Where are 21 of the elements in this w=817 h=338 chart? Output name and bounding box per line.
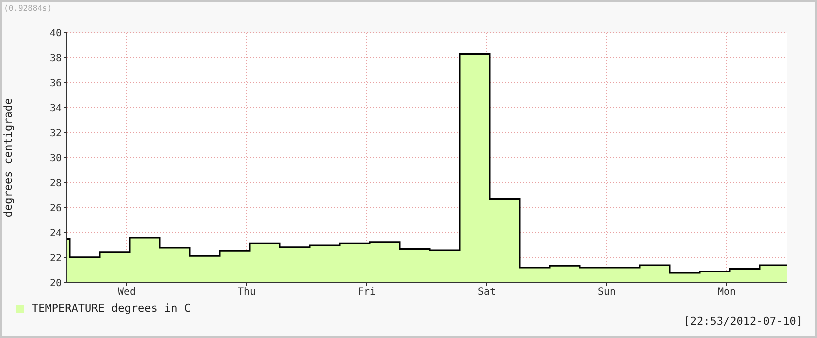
y-tick-label: 36 — [50, 78, 62, 90]
x-tick-label: Mon — [718, 287, 736, 298]
y-tick-label: 32 — [50, 128, 62, 140]
y-tick-label: 20 — [50, 278, 62, 290]
y-tick-label: 34 — [50, 104, 62, 115]
text: (0.92884s) — [4, 4, 52, 13]
y-tick-label: 26 — [50, 204, 62, 215]
y-tick-label: 40 — [50, 28, 62, 40]
x-tick-label: Wed — [118, 287, 136, 298]
y-tick-label: 30 — [50, 154, 62, 165]
legend-label: TEMPERATURE degrees in C — [32, 302, 191, 315]
x-tick-label: Thu — [238, 287, 256, 298]
x-tick-label: Fri — [358, 287, 376, 298]
x-tick-label: Sat — [478, 287, 496, 298]
y-tick-label: 22 — [50, 254, 62, 265]
y-tick-label: 28 — [50, 178, 62, 190]
y-axis-title: degrees centigrade — [2, 98, 15, 218]
x-tick-label: Sun — [598, 287, 616, 298]
y-tick-label: 24 — [50, 228, 62, 240]
y-tick-label: 38 — [50, 54, 62, 65]
text: [22:53/2012-07-10] — [684, 315, 803, 328]
